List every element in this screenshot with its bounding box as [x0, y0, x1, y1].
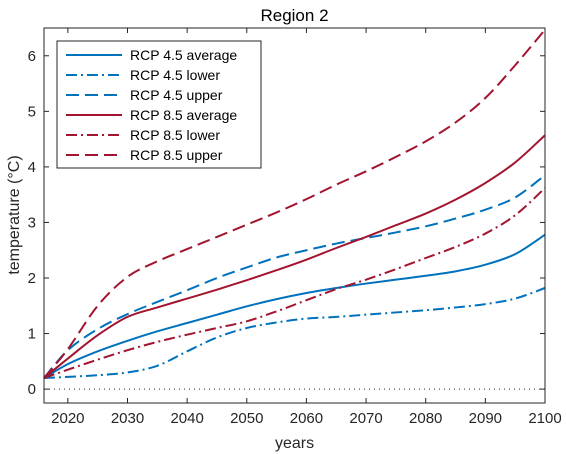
series-line-1: [43, 233, 546, 379]
series-line-4: [43, 134, 546, 379]
series-line-3: [43, 174, 546, 379]
axes-box: [43, 27, 546, 404]
chart-title: Region 2: [260, 6, 328, 25]
legend-label-2: RCP 4.5 lower: [130, 67, 220, 83]
legend-box: [56, 40, 262, 169]
series-line-6: [43, 29, 546, 379]
y-axis-title: temperature (°C): [6, 155, 23, 274]
legend-label-1: RCP 4.5 average: [130, 47, 237, 63]
y-tick-label: 4: [28, 159, 36, 176]
series-line-2: [43, 287, 546, 379]
x-tick-label: 2080: [409, 410, 442, 427]
y-tick-label: 5: [28, 103, 36, 120]
x-axis-title: years: [275, 435, 314, 452]
legend-label-6: RCP 8.5 upper: [130, 147, 223, 163]
axes-group: 2020 2030 2040 2050 2060 2070 2080 2090 2100 0 1 2 3…: [28, 27, 562, 427]
x-tick-label: 2070: [349, 410, 382, 427]
x-tick-label: 2060: [290, 410, 323, 427]
y-tick-label: 6: [28, 48, 36, 65]
x-tick-label: 2100: [528, 410, 561, 427]
legend-label-5: RCP 8.5 lower: [130, 127, 220, 143]
x-tick-label: 2040: [170, 410, 203, 427]
y-tick-label: 3: [28, 214, 36, 231]
legend-label-4: RCP 8.5 average: [130, 107, 237, 123]
x-tick-label: 2030: [111, 410, 144, 427]
legend: RCP 4.5 average RCP 4.5 lower RCP 4.5 uppe…: [56, 40, 262, 169]
x-tick-label: 2050: [230, 410, 263, 427]
x-tick-label: 2090: [469, 410, 502, 427]
y-tick-label: 0: [28, 381, 36, 398]
series-group: [43, 29, 546, 379]
x-tick-label: 2020: [51, 410, 84, 427]
legend-label-3: RCP 4.5 upper: [130, 87, 223, 103]
y-tick-label: 1: [28, 326, 36, 343]
y-tick-label: 2: [28, 270, 36, 287]
series-line-5: [43, 187, 546, 379]
